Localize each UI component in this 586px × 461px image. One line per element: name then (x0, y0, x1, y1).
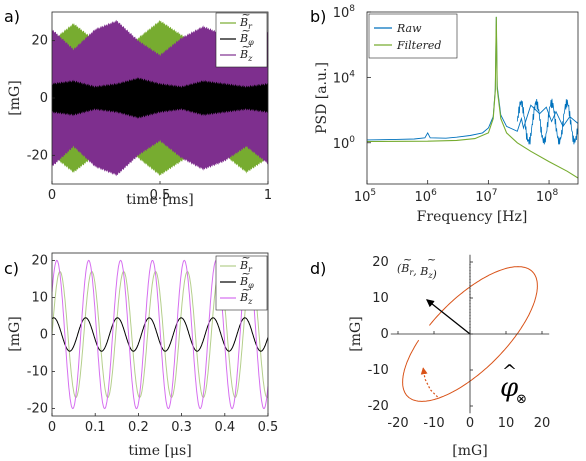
legend-label-c-φ-tilde: ~ (242, 267, 251, 280)
y-tick-label-a: -20 (27, 148, 48, 163)
x-tick-label-a: 0 (48, 188, 56, 203)
polarization-ellipse (402, 266, 538, 402)
y-tick-label-b: 100 (333, 135, 356, 152)
legend-label-c-z: Bz (239, 291, 253, 306)
x-tick-label-d: 10 (498, 416, 515, 431)
legend-box-a (215, 12, 268, 68)
series-c-φ (52, 317, 268, 352)
panel-label-b: b) (310, 7, 326, 26)
legend-c: Br~Bφ~Bz~ (215, 251, 268, 311)
panel-label-c: c) (4, 259, 19, 278)
y-tick-label-c: 0 (40, 328, 48, 343)
x-tick-label-b: 108 (536, 188, 559, 205)
legend-label-c-r: Br (239, 259, 253, 274)
legend-label-a-z: Bz (239, 48, 253, 63)
y-tick-label-d: 10 (372, 291, 389, 306)
legend-box-c (215, 255, 268, 311)
phi-hat-caret: ^ (502, 361, 517, 382)
legend-b: Raw Filtered (368, 13, 458, 59)
series-c-r (52, 270, 268, 399)
series-raw-noise (516, 98, 578, 145)
legend-label-a-z-tilde: ~ (242, 40, 251, 53)
legend-label-a-φ: Bφ (239, 32, 254, 47)
legend-label-c-r-tilde: ~ (242, 251, 251, 264)
y-axis-label-b: PSD [a.u.] (314, 62, 330, 134)
x-tick-label-c: 0.5 (258, 420, 279, 435)
otimes-symbol: ⊗ (516, 392, 527, 407)
x-axis-label-c: time [μs] (128, 443, 191, 459)
x-tick-label-d: -20 (387, 416, 408, 431)
y-tick-label-d: 20 (372, 255, 389, 270)
y-axis-label-c: [mG] (7, 316, 23, 351)
x-tick-label-a: 0.5 (150, 188, 171, 203)
x-tick-label-b: 106 (415, 188, 438, 205)
y-tick-label-d: -10 (368, 363, 389, 378)
legend-label-c-φ: Bφ (239, 275, 254, 290)
y-tick-label-b: 104 (333, 69, 356, 86)
annotation-tilde-2: ~ (427, 253, 436, 266)
envelope-a-φ (52, 77, 268, 119)
legend-box-b (368, 13, 458, 59)
legend-label-a-r: Br (239, 16, 253, 31)
x-tick-label-c: 0.1 (85, 420, 106, 435)
plot-frame-b (366, 11, 579, 185)
panel-label-d: d) (310, 259, 326, 278)
legend-label-a-φ-tilde: ~ (242, 24, 251, 37)
legend-label-b-1: Filtered (396, 39, 441, 52)
annotation-tilde-1: ~ (403, 253, 412, 266)
legend-label-c-z-tilde: ~ (242, 283, 251, 296)
y-tick-label-c: 10 (31, 290, 48, 305)
x-tick-label-b: 107 (475, 188, 497, 205)
y-tick-label-a: 0 (40, 91, 48, 106)
x-tick-label-c: 0 (48, 420, 56, 435)
x-tick-label-d: 0 (466, 416, 474, 431)
x-tick-label-c: 0.4 (214, 420, 235, 435)
y-tick-label-d: 0 (381, 327, 389, 342)
x-axis-label-d: [mG] (452, 443, 487, 459)
y-tick-label-c: -20 (27, 402, 48, 417)
series-c-z (52, 259, 268, 410)
field-vector (426, 299, 471, 335)
chart-panel-b: 105 106 107 108 100 104 108 Raw Filtered Freque… (314, 4, 579, 225)
x-tick-label-c: 0.3 (171, 420, 192, 435)
x-axis-label-b: Frequency [Hz] (417, 209, 528, 225)
x-tick-label-d: -10 (423, 416, 444, 431)
series-filtered-line (367, 16, 578, 179)
y-tick-label-c: 20 (31, 253, 48, 268)
chart-panel-d: (Br, Bz)~ ~ φ^ ⊗ -20 -10 0 10 20 -20 -10 0 10 20 [mG… (348, 253, 550, 459)
phi-hat-symbol: φ (500, 373, 519, 403)
y-tick-label-a: 20 (31, 34, 48, 49)
y-axis-label-d: [mG] (348, 316, 364, 351)
x-tick-label-d: 20 (534, 416, 551, 431)
rotation-direction-arrow (420, 367, 439, 398)
y-tick-label-b: 108 (333, 4, 356, 21)
panel-label-a: a) (4, 7, 20, 26)
y-tick-label-d: -20 (368, 399, 389, 414)
legend-a: Br~Bφ~Bz~ (215, 8, 268, 68)
y-axis-label-a: [mG] (7, 80, 23, 115)
y-tick-label-c: -10 (27, 365, 48, 380)
x-tick-label-a: 1 (264, 188, 272, 203)
legend-label-b-0: Raw (396, 22, 422, 35)
legend-label-a-r-tilde: ~ (242, 8, 251, 21)
x-tick-label-b: 105 (354, 188, 376, 205)
vector-annotation: (Br, Bz) (397, 262, 437, 281)
x-axis-label-a: time [ms] (126, 192, 194, 208)
x-tick-label-c: 0.2 (128, 420, 149, 435)
